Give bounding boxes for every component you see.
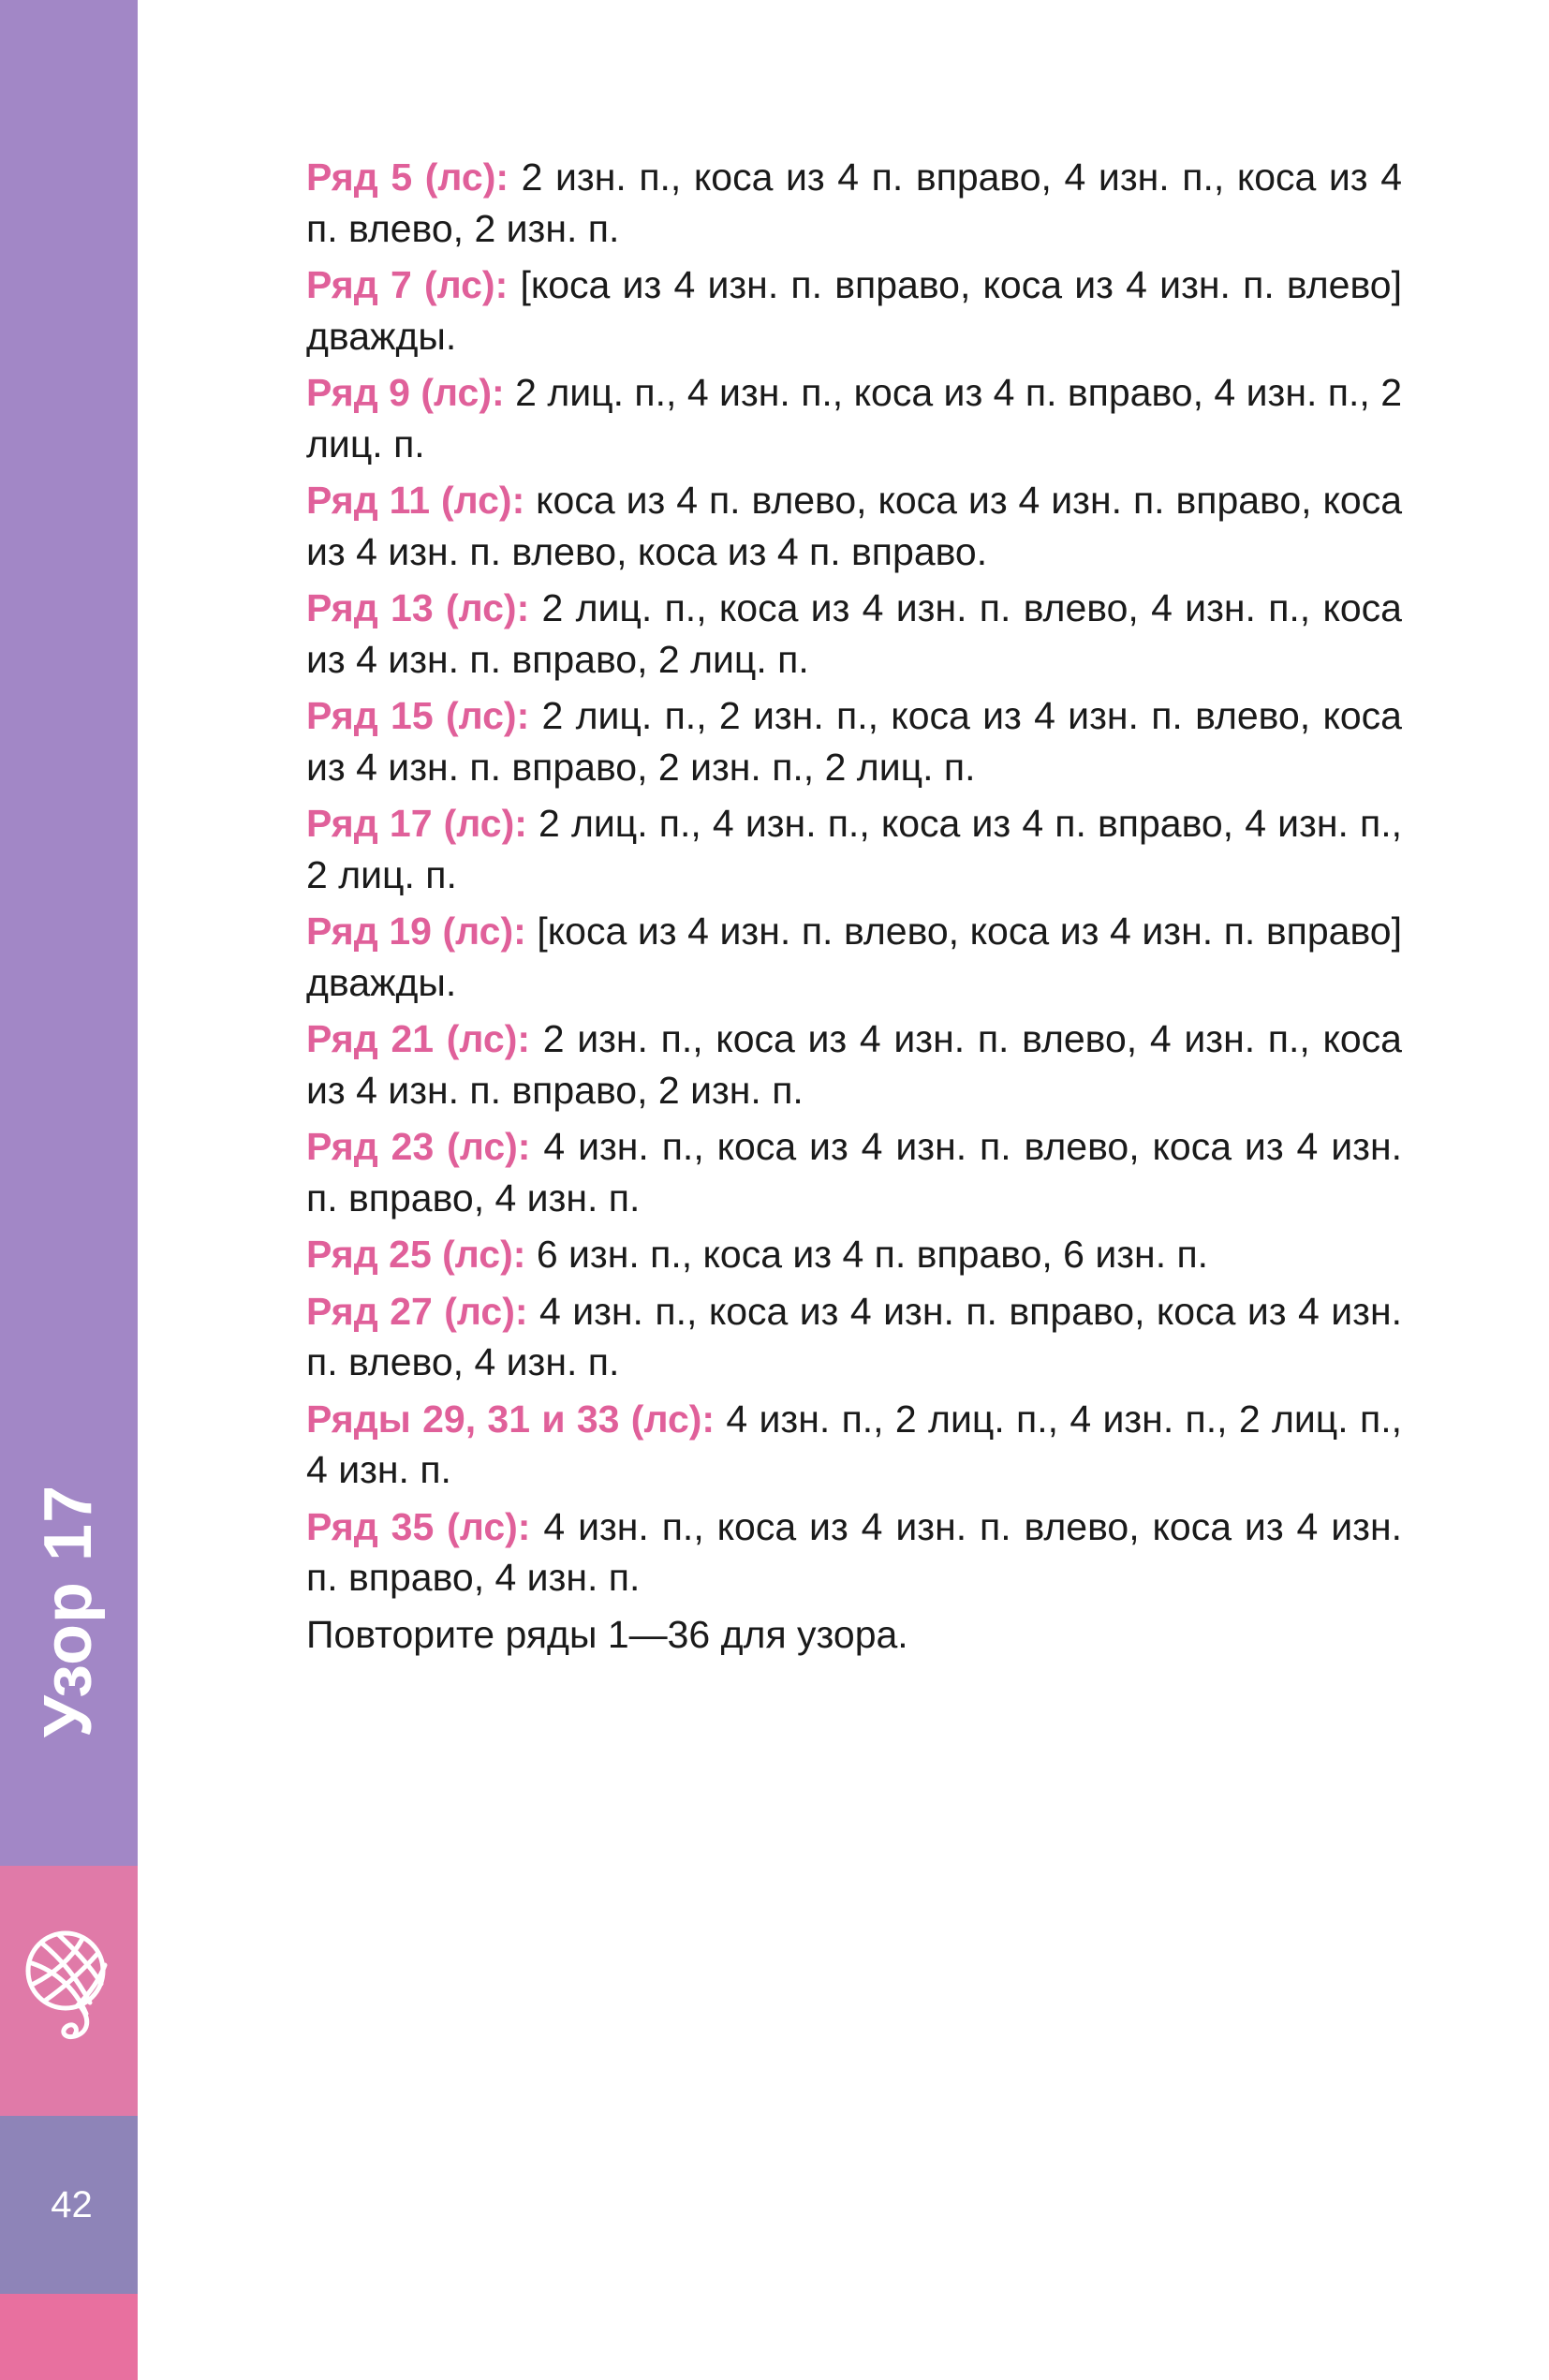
row-text: коса из 4 п. влево, коса из 4 изн. п. вп…: [306, 479, 1402, 573]
row-label: Ряд 19 (лс):: [306, 909, 526, 953]
row-label: Ряд 13 (лс):: [306, 586, 530, 630]
row-label: Ряд 7 (лс):: [306, 263, 509, 307]
row-text: 2 лиц. п., 4 изн. п., коса из 4 п. вправ…: [306, 371, 1402, 466]
rail-bottom-pink-band: [0, 2294, 138, 2380]
row-text: 6 изн. п., коса из 4 п. вправо, 6 изн. п…: [525, 1233, 1209, 1277]
row-text: 4 изн. п., коса из 4 изн. п. влево, коса…: [306, 1125, 1402, 1220]
instruction-row-7: Ряд 7 (лс): [коса из 4 изн. п. вправо, к…: [306, 259, 1402, 362]
repeat-note: Повторите ряды 1—36 для узора.: [306, 1609, 1402, 1661]
instruction-row-27: Ряд 27 (лс): 4 изн. п., коса из 4 изн. п…: [306, 1286, 1402, 1388]
row-label: Ряд 17 (лс):: [306, 802, 527, 846]
page-number: 42: [0, 2116, 138, 2294]
instruction-row-13: Ряд 13 (лс): 2 лиц. п., коса из 4 изн. п…: [306, 583, 1402, 685]
row-text: 2 лиц. п., 2 изн. п., коса из 4 изн. п. …: [306, 694, 1402, 789]
row-text: 4 изн. п., 2 лиц. п., 4 изн. п., 2 лиц. …: [306, 1397, 1402, 1492]
instruction-rows-29-31-33: Ряды 29, 31 и 33 (лс): 4 изн. п., 2 лиц.…: [306, 1394, 1402, 1496]
row-text: 4 изн. п., коса из 4 изн. п. влево, коса…: [306, 1504, 1402, 1600]
rail-pink-band: [0, 1866, 138, 2116]
instruction-row-35: Ряд 35 (лс): 4 изн. п., коса из 4 изн. п…: [306, 1501, 1402, 1604]
chapter-label-text: Узор 17: [31, 1484, 107, 1738]
instruction-row-11: Ряд 11 (лс): коса из 4 п. влево, коса из…: [306, 475, 1402, 577]
page-number-text: 42: [51, 2183, 93, 2225]
row-label: Ряд 9 (лс):: [306, 371, 505, 415]
row-label: Ряд 27 (лс):: [306, 1289, 528, 1333]
row-label: Ряд 15 (лс):: [306, 694, 530, 738]
instruction-row-15: Ряд 15 (лс): 2 лиц. п., 2 изн. п., коса …: [306, 690, 1402, 792]
row-text: 2 лиц. п., коса из 4 изн. п. влево, 4 из…: [306, 586, 1402, 681]
row-label: Ряд 25 (лс):: [306, 1233, 526, 1277]
instruction-row-17: Ряд 17 (лс): 2 лиц. п., 4 изн. п., коса …: [306, 798, 1402, 900]
row-label: Ряд 23 (лс):: [306, 1125, 531, 1169]
instruction-row-19: Ряд 19 (лс): [коса из 4 изн. п. влево, к…: [306, 906, 1402, 1008]
pattern-instructions: Ряд 5 (лс): 2 изн. п., коса из 4 п. впра…: [306, 152, 1402, 1660]
instruction-row-21: Ряд 21 (лс): 2 изн. п., коса из 4 изн. п…: [306, 1013, 1402, 1116]
row-label: Ряд 35 (лс):: [306, 1504, 531, 1548]
row-text: 4 изн. п., коса из 4 изн. п. вправо, кос…: [306, 1289, 1402, 1384]
row-text: [коса из 4 изн. п. вправо, коса из 4 изн…: [306, 263, 1402, 358]
instruction-row-9: Ряд 9 (лс): 2 лиц. п., 4 изн. п., коса и…: [306, 367, 1402, 469]
row-text: [коса из 4 изн. п. влево, коса из 4 изн.…: [306, 909, 1402, 1004]
row-label: Ряд 11 (лс):: [306, 479, 525, 523]
rail-slate-band: [0, 2116, 138, 2294]
instruction-row-25: Ряд 25 (лс): 6 изн. п., коса из 4 п. впр…: [306, 1229, 1402, 1280]
instruction-row-5: Ряд 5 (лс): 2 изн. п., коса из 4 п. впра…: [306, 152, 1402, 254]
repeat-note-text: Повторите ряды 1—36 для узора.: [306, 1612, 908, 1656]
yarn-ball-icon: [21, 1922, 118, 2053]
row-text: 2 изн. п., коса из 4 п. вправо, 4 изн. п…: [306, 155, 1402, 250]
row-text: 2 изн. п., коса из 4 изн. п. влево, 4 из…: [306, 1017, 1402, 1112]
row-label: Ряд 5 (лс):: [306, 155, 509, 199]
row-label: Ряд 21 (лс):: [306, 1017, 531, 1061]
left-rail: Узор 17 42: [0, 0, 138, 2380]
instruction-row-23: Ряд 23 (лс): 4 изн. п., коса из 4 изн. п…: [306, 1121, 1402, 1223]
rail-purple-band: [0, 0, 138, 1866]
row-text: 2 лиц. п., 4 изн. п., коса из 4 п. вправ…: [306, 802, 1402, 896]
row-label: Ряды 29, 31 и 33 (лс):: [306, 1397, 715, 1441]
chapter-label: Узор 17: [0, 1377, 138, 1845]
